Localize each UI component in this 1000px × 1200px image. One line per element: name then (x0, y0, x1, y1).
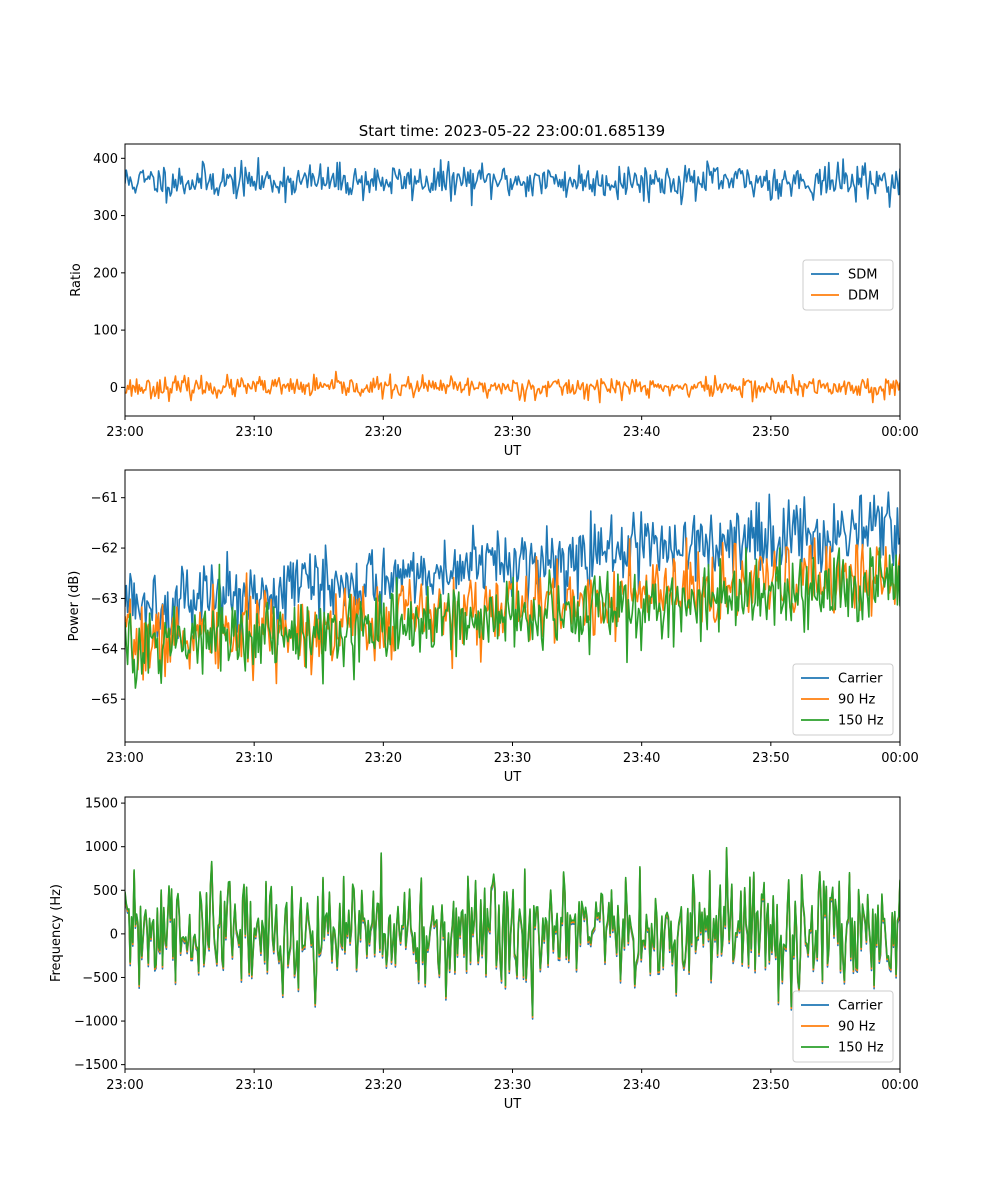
series-line-sdm (125, 157, 900, 208)
x-tick-label: 23:40 (623, 1078, 660, 1093)
axes-frame (124, 796, 901, 1070)
y-tick-label: −1000 (74, 1015, 118, 1030)
y-tick-label: −64 (91, 642, 118, 657)
legend-label: Carrier (838, 999, 883, 1014)
series-line-90-hz (125, 848, 900, 1019)
legend-label: 150 Hz (838, 1041, 884, 1056)
legend-box (802, 259, 894, 311)
y-tick-label: 0 (110, 927, 118, 942)
x-tick-label: 23:20 (365, 751, 402, 766)
x-tick-label: 23:10 (235, 751, 272, 766)
y-tick-label: 0 (110, 381, 118, 396)
x-tick-label: 23:30 (494, 425, 531, 440)
x-tick-label: 23:10 (235, 425, 272, 440)
y-tick-label: −500 (82, 971, 118, 986)
x-tick-label: 23:20 (365, 425, 402, 440)
y-tick-label: 400 (93, 152, 118, 167)
legend: SDM DDM (802, 259, 894, 311)
y-tick-label: 200 (93, 266, 118, 281)
x-tick-label: 23:50 (752, 1078, 789, 1093)
series-line-ddm (125, 370, 900, 404)
chart-panel-2: 23:00 23:10 23:20 23:30 23:40 23:50 00:00 −61 −6… (67, 469, 919, 785)
y-axis-label: Power (dB) (67, 571, 82, 642)
x-tick-label: 23:30 (494, 751, 531, 766)
y-tick-label: 1500 (85, 797, 118, 812)
legend-label: 90 Hz (838, 693, 875, 708)
series-group (125, 491, 900, 689)
legend: Carrier 90 Hz 150 Hz (792, 990, 894, 1063)
legend-label: 150 Hz (838, 714, 884, 729)
y-tick-label: −1500 (74, 1058, 118, 1073)
x-tick-label: 23:10 (235, 1078, 272, 1093)
y-tick-label: 300 (93, 209, 118, 224)
series-line-150-hz (125, 547, 900, 689)
chart-panel-1: 23:00 23:10 23:20 23:30 23:40 23:50 00:00 0 100 2… (69, 143, 919, 459)
legend-label: SDM (848, 268, 877, 283)
x-tick-label: 00:00 (881, 751, 918, 766)
series-group (125, 846, 900, 1020)
x-tick-label: 23:40 (623, 751, 660, 766)
y-axis-label: Ratio (69, 263, 84, 296)
legend-box (792, 990, 894, 1063)
legend-label: 90 Hz (838, 1020, 875, 1035)
x-tick-label: 23:50 (752, 751, 789, 766)
series-group (125, 157, 900, 404)
x-tick-label: 23:00 (106, 1078, 143, 1093)
legend-box (792, 663, 894, 736)
legend-label: DDM (848, 289, 879, 304)
y-tick-label: 500 (93, 884, 118, 899)
x-tick-label: 23:30 (494, 1078, 531, 1093)
x-tick-label: 23:40 (623, 425, 660, 440)
figure-title: Start time: 2023-05-22 23:00:01.685139 (359, 122, 665, 140)
x-tick-label: 23:20 (365, 1078, 402, 1093)
y-tick-label: −65 (91, 693, 118, 708)
y-tick-label: −63 (91, 592, 118, 607)
series-line-carrier (125, 850, 900, 1020)
x-tick-label: 23:00 (106, 425, 143, 440)
x-axis-label: UT (504, 1097, 522, 1112)
y-tick-label: 100 (93, 324, 118, 339)
x-tick-label: 00:00 (881, 1078, 918, 1093)
y-tick-label: 1000 (85, 840, 118, 855)
x-axis-label: UT (504, 444, 522, 459)
y-tick-label: −62 (91, 542, 118, 557)
legend: Carrier 90 Hz 150 Hz (792, 663, 894, 736)
series-line-150-hz (125, 846, 900, 1017)
y-tick-label: −61 (91, 491, 118, 506)
x-axis-label: UT (504, 770, 522, 785)
x-tick-label: 23:00 (106, 751, 143, 766)
x-tick-label: 23:50 (752, 425, 789, 440)
chart-panel-3: 23:00 23:10 23:20 23:30 23:40 23:50 00:00 1500 1… (49, 796, 919, 1112)
y-axis-label: Frequency (Hz) (49, 884, 64, 982)
x-tick-label: 00:00 (881, 425, 918, 440)
legend-label: Carrier (838, 672, 883, 687)
